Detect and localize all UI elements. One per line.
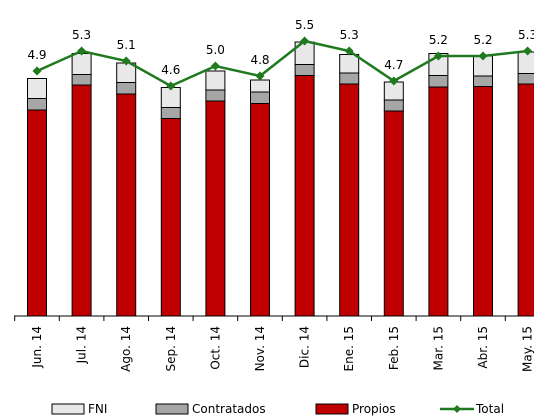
bar-propios-7: [339, 83, 360, 317]
x-tick-label-9: Mar. 15: [431, 326, 445, 370]
bar-propios-4: [205, 100, 226, 317]
bar-contratados-6: [294, 64, 315, 76]
legend-swatch-propios: [315, 403, 349, 415]
total-marker-5: [255, 71, 265, 81]
total-marker-11: [523, 46, 533, 56]
total-line-layer: [32, 36, 533, 91]
total-marker-2: [121, 56, 131, 66]
bar-propios-11: [517, 83, 534, 317]
bar-fni-7: [339, 54, 360, 74]
bar-fni-1: [71, 53, 92, 75]
x-tick-label-5: Nov. 14: [253, 326, 267, 371]
bar-contratados-10: [473, 75, 493, 87]
bar-fni-11: [517, 51, 534, 74]
legend-label-contratados: Contratados: [192, 402, 266, 416]
data-label-1: 5.3: [72, 28, 91, 42]
x-tick-label-10: Abr. 15: [476, 326, 490, 369]
bar-contratados-2: [116, 82, 137, 95]
bars-layer: [27, 41, 534, 317]
x-tick-label-11: May. 15: [521, 326, 534, 372]
total-marker-4: [210, 61, 220, 71]
data-label-4: 5.0: [206, 43, 225, 57]
bar-contratados-11: [517, 73, 534, 85]
data-label-6: 5.5: [295, 18, 314, 32]
legend-swatch-contratados: [155, 403, 189, 415]
x-tick-label-8: Feb. 15: [387, 326, 401, 370]
total-marker-0: [32, 66, 42, 76]
bar-contratados-7: [339, 72, 360, 85]
total-marker-9: [433, 51, 443, 61]
total-marker-7: [344, 46, 354, 56]
legend-label-propios: Propios: [352, 402, 396, 416]
total-marker-6: [300, 36, 310, 46]
bar-contratados-9: [428, 75, 449, 88]
bar-propios-0: [27, 109, 47, 317]
bar-fni-0: [27, 78, 47, 99]
x-tick-labels: Jun. 14 Jul. 14 Ago. 14 Sep. 14 Oct. 14 Nov. …: [30, 326, 534, 372]
legend-marker-total: [453, 405, 461, 413]
data-label-0: 4.9: [27, 48, 46, 62]
legend-swatch-fni: [51, 403, 85, 415]
bar-propios-1: [71, 84, 92, 317]
bar-contratados-1: [71, 74, 92, 86]
x-tick-label-2: Ago. 14: [119, 326, 133, 372]
data-label-8: 4.7: [384, 58, 403, 72]
total-marker-8: [389, 76, 399, 86]
data-label-10: 5.2: [473, 33, 492, 47]
bar-propios-9: [428, 86, 449, 317]
bar-fni-4: [205, 70, 226, 91]
bar-propios-2: [116, 93, 137, 317]
legend-label-fni: FNI: [88, 402, 107, 416]
series-line-total: [36, 39, 528, 88]
bar-contratados-4: [205, 89, 226, 102]
bar-contratados-8: [383, 99, 404, 112]
x-tick-label-3: Sep. 14: [164, 326, 178, 372]
data-label-3: 4.6: [161, 63, 180, 77]
data-labels: 4.9 5.3 5.1 4.6 5.0 4.8 5.5 5.3 4.7 5.2 5.2 5.3: [27, 18, 534, 77]
bar-fni-5: [250, 79, 270, 93]
total-marker-1: [77, 46, 87, 56]
data-label-9: 5.2: [429, 33, 448, 47]
bar-contratados-3: [160, 107, 181, 119]
bar-contratados-5: [250, 91, 270, 104]
bar-contratados-0: [27, 98, 47, 111]
legend: FNI Contratados Propios Total: [51, 402, 504, 416]
x-tick-label-0: Jun. 14: [30, 326, 44, 369]
data-label-7: 5.3: [340, 28, 359, 42]
x-tick-label-4: Oct. 14: [208, 326, 222, 370]
bar-propios-10: [473, 86, 493, 317]
data-label-11: 5.3: [518, 28, 534, 42]
data-label-2: 5.1: [117, 38, 136, 52]
x-tick-label-6: Dic. 14: [298, 326, 312, 368]
x-tick-label-7: Ene. 15: [342, 326, 356, 371]
data-label-5: 4.8: [250, 53, 269, 67]
x-ticks: [14, 316, 506, 321]
bar-propios-5: [250, 103, 270, 317]
bar-propios-6: [294, 75, 315, 317]
bar-propios-3: [160, 118, 181, 317]
total-marker-10: [478, 51, 488, 61]
total-marker-3: [166, 81, 176, 91]
bar-propios-8: [383, 110, 404, 317]
x-tick-label-1: Jul. 14: [75, 326, 89, 364]
legend-label-total: Total: [475, 402, 504, 416]
